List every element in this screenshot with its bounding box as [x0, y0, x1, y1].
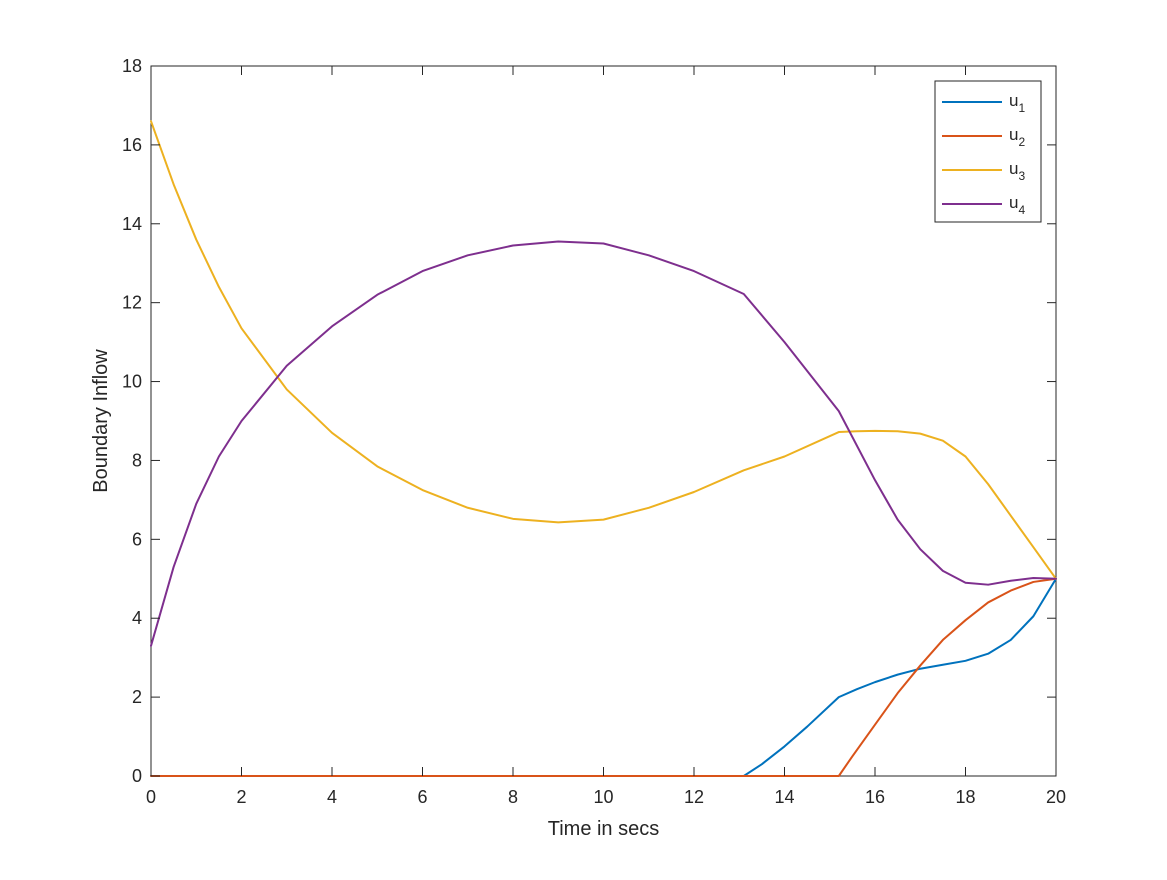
- series-line-u2: [150, 577, 1057, 777]
- legend-label-main: u: [1009, 91, 1018, 110]
- x-tick-label: 16: [865, 787, 885, 807]
- x-tick-label: 6: [417, 787, 427, 807]
- x-tick-label: 10: [593, 787, 613, 807]
- series-line-u3: [150, 120, 1057, 580]
- legend-box: [934, 80, 1042, 223]
- legend-label-main: u: [1009, 159, 1018, 178]
- series-line-u1: [150, 577, 1057, 777]
- legend-label-u1: u1: [1009, 91, 1025, 115]
- y-tick-label: 14: [122, 214, 142, 234]
- x-tick-label: 14: [774, 787, 794, 807]
- legend-label-main: u: [1009, 193, 1018, 212]
- y-tick-label: 10: [122, 372, 142, 392]
- x-tick-label: 20: [1046, 787, 1066, 807]
- y-tick-label: 16: [122, 135, 142, 155]
- legend-label-subscript: 2: [1018, 135, 1025, 149]
- legend-label-u4: u4: [1009, 193, 1025, 217]
- y-tick-label: 4: [132, 608, 142, 628]
- legend-label-u3: u3: [1009, 159, 1025, 183]
- x-tick-label: 4: [327, 787, 337, 807]
- x-tick-label: 12: [684, 787, 704, 807]
- y-tick-label: 0: [132, 766, 142, 786]
- series-layer: [150, 120, 1057, 777]
- series-line-u4: [150, 240, 1057, 647]
- y-tick-label: 12: [122, 293, 142, 313]
- y-tick-label: 2: [132, 687, 142, 707]
- legend-label-subscript: 3: [1018, 169, 1025, 183]
- legend-label-main: u: [1009, 125, 1018, 144]
- legend-label-subscript: 4: [1018, 203, 1025, 217]
- y-tick-label: 8: [132, 450, 142, 470]
- y-tick-label: 18: [122, 56, 142, 76]
- x-tick-label: 2: [236, 787, 246, 807]
- y-tick-label: 6: [132, 529, 142, 549]
- y-axis-title: Boundary Inflow: [90, 349, 112, 493]
- legend-label-u2: u2: [1009, 125, 1025, 149]
- legend-label-subscript: 1: [1018, 101, 1025, 115]
- x-tick-label: 8: [508, 787, 518, 807]
- x-tick-label: 18: [955, 787, 975, 807]
- x-tick-label: 0: [146, 787, 156, 807]
- x-axis-title: Time in secs: [548, 818, 660, 840]
- plot-area: [150, 65, 1057, 777]
